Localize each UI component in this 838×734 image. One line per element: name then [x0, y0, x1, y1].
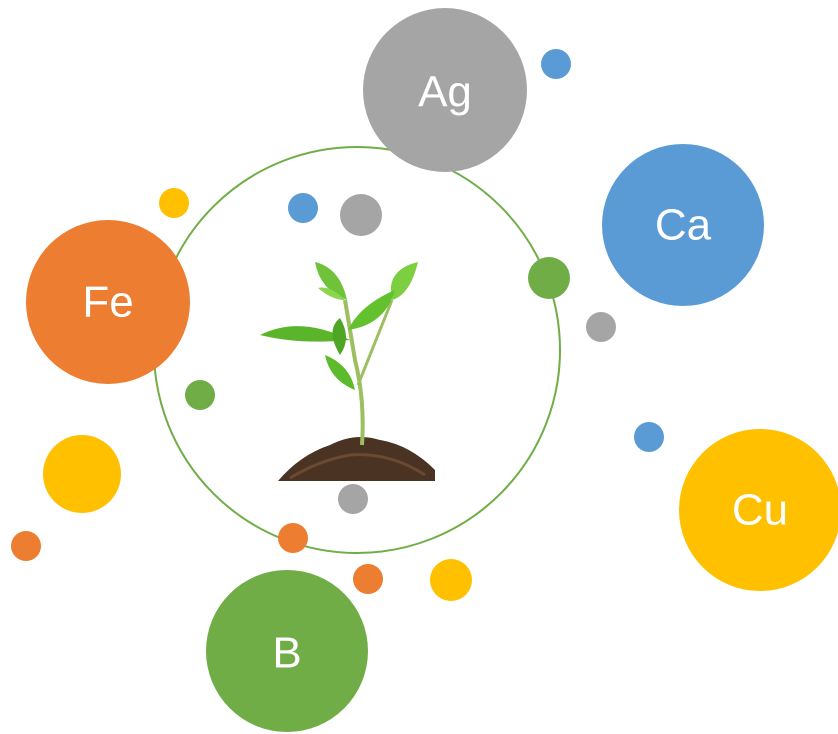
node-label: Ag	[418, 68, 472, 117]
element-node: Ag	[363, 8, 527, 172]
element-node: B	[206, 570, 368, 732]
plant-illustration	[260, 262, 435, 481]
element-node: Fe	[26, 220, 190, 384]
node-label: Cu	[732, 486, 788, 535]
element-node: Ca	[602, 144, 764, 306]
node-label: Ca	[655, 201, 712, 250]
element-node: Cu	[679, 429, 838, 591]
node-label: Fe	[82, 278, 133, 327]
node-label: B	[272, 629, 301, 678]
diagram: Ag Ca Fe Cu B	[0, 0, 838, 734]
